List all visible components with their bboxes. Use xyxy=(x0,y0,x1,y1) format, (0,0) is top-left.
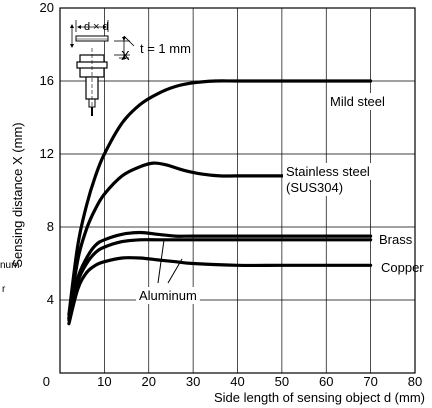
series-label-backing xyxy=(376,231,416,248)
series-lines xyxy=(67,79,373,326)
y-tick-label: 4 xyxy=(47,292,54,307)
series-label-backing xyxy=(283,163,373,180)
x-tick-label: 20 xyxy=(142,374,156,389)
series-label-2: (SUS304) xyxy=(286,180,343,195)
series-label-backing xyxy=(327,93,389,110)
sensor-diagram-icon xyxy=(70,20,135,116)
edge-fragment-1: num xyxy=(0,260,19,271)
y-tick-label: 16 xyxy=(40,73,54,88)
series-label-1: Mild steel xyxy=(330,94,385,109)
series-label-2: Stainless steel xyxy=(286,164,370,179)
x-tick-label: 50 xyxy=(275,374,289,389)
series-line-3 xyxy=(67,230,373,320)
series-label-5: Copper xyxy=(381,260,424,275)
series-line-4 xyxy=(67,238,373,322)
plot-frame xyxy=(59,7,416,374)
y-tick-label: 12 xyxy=(40,146,54,161)
distance-label: X xyxy=(121,48,130,63)
series-line-5 xyxy=(67,256,373,326)
x-tick-label: 70 xyxy=(363,374,377,389)
object-size-label: d × d xyxy=(84,21,109,33)
x-tick-label: 40 xyxy=(230,374,244,389)
y-tick-label: 8 xyxy=(47,219,54,234)
series-line-2 xyxy=(67,161,373,320)
x-tick-label: 10 xyxy=(97,374,111,389)
x-axis-label: Side length of sensing object d (mm) xyxy=(214,390,425,405)
series-label-backing xyxy=(283,179,347,196)
x-tick-label: 30 xyxy=(186,374,200,389)
series-line-1 xyxy=(67,79,373,317)
aluminum-pointer-line-2 xyxy=(167,258,183,284)
series-label-4: Aluminum xyxy=(139,288,197,303)
x-tick-label: 80 xyxy=(408,374,422,389)
tick-labels: 0 10 20 30 40 50 60 70 80 4 8 12 16 20 xyxy=(40,0,423,389)
tick-label-origin: 0 xyxy=(43,374,50,389)
y-axis-label: Sensing distance X (mm) xyxy=(10,122,25,267)
x-tick-label: 60 xyxy=(319,374,333,389)
y-tick-label: 20 xyxy=(40,0,54,15)
series-label-3: Brass xyxy=(379,232,413,247)
series-labels: Mild steel Stainless steel(SUS304) Brass Al… xyxy=(136,93,428,304)
aluminum-pointer-line xyxy=(157,239,165,284)
grid xyxy=(60,8,415,373)
edge-fragment-2: r xyxy=(2,284,6,295)
series-label-backing xyxy=(136,287,200,304)
thickness-label: t = 1 mm xyxy=(140,41,191,56)
